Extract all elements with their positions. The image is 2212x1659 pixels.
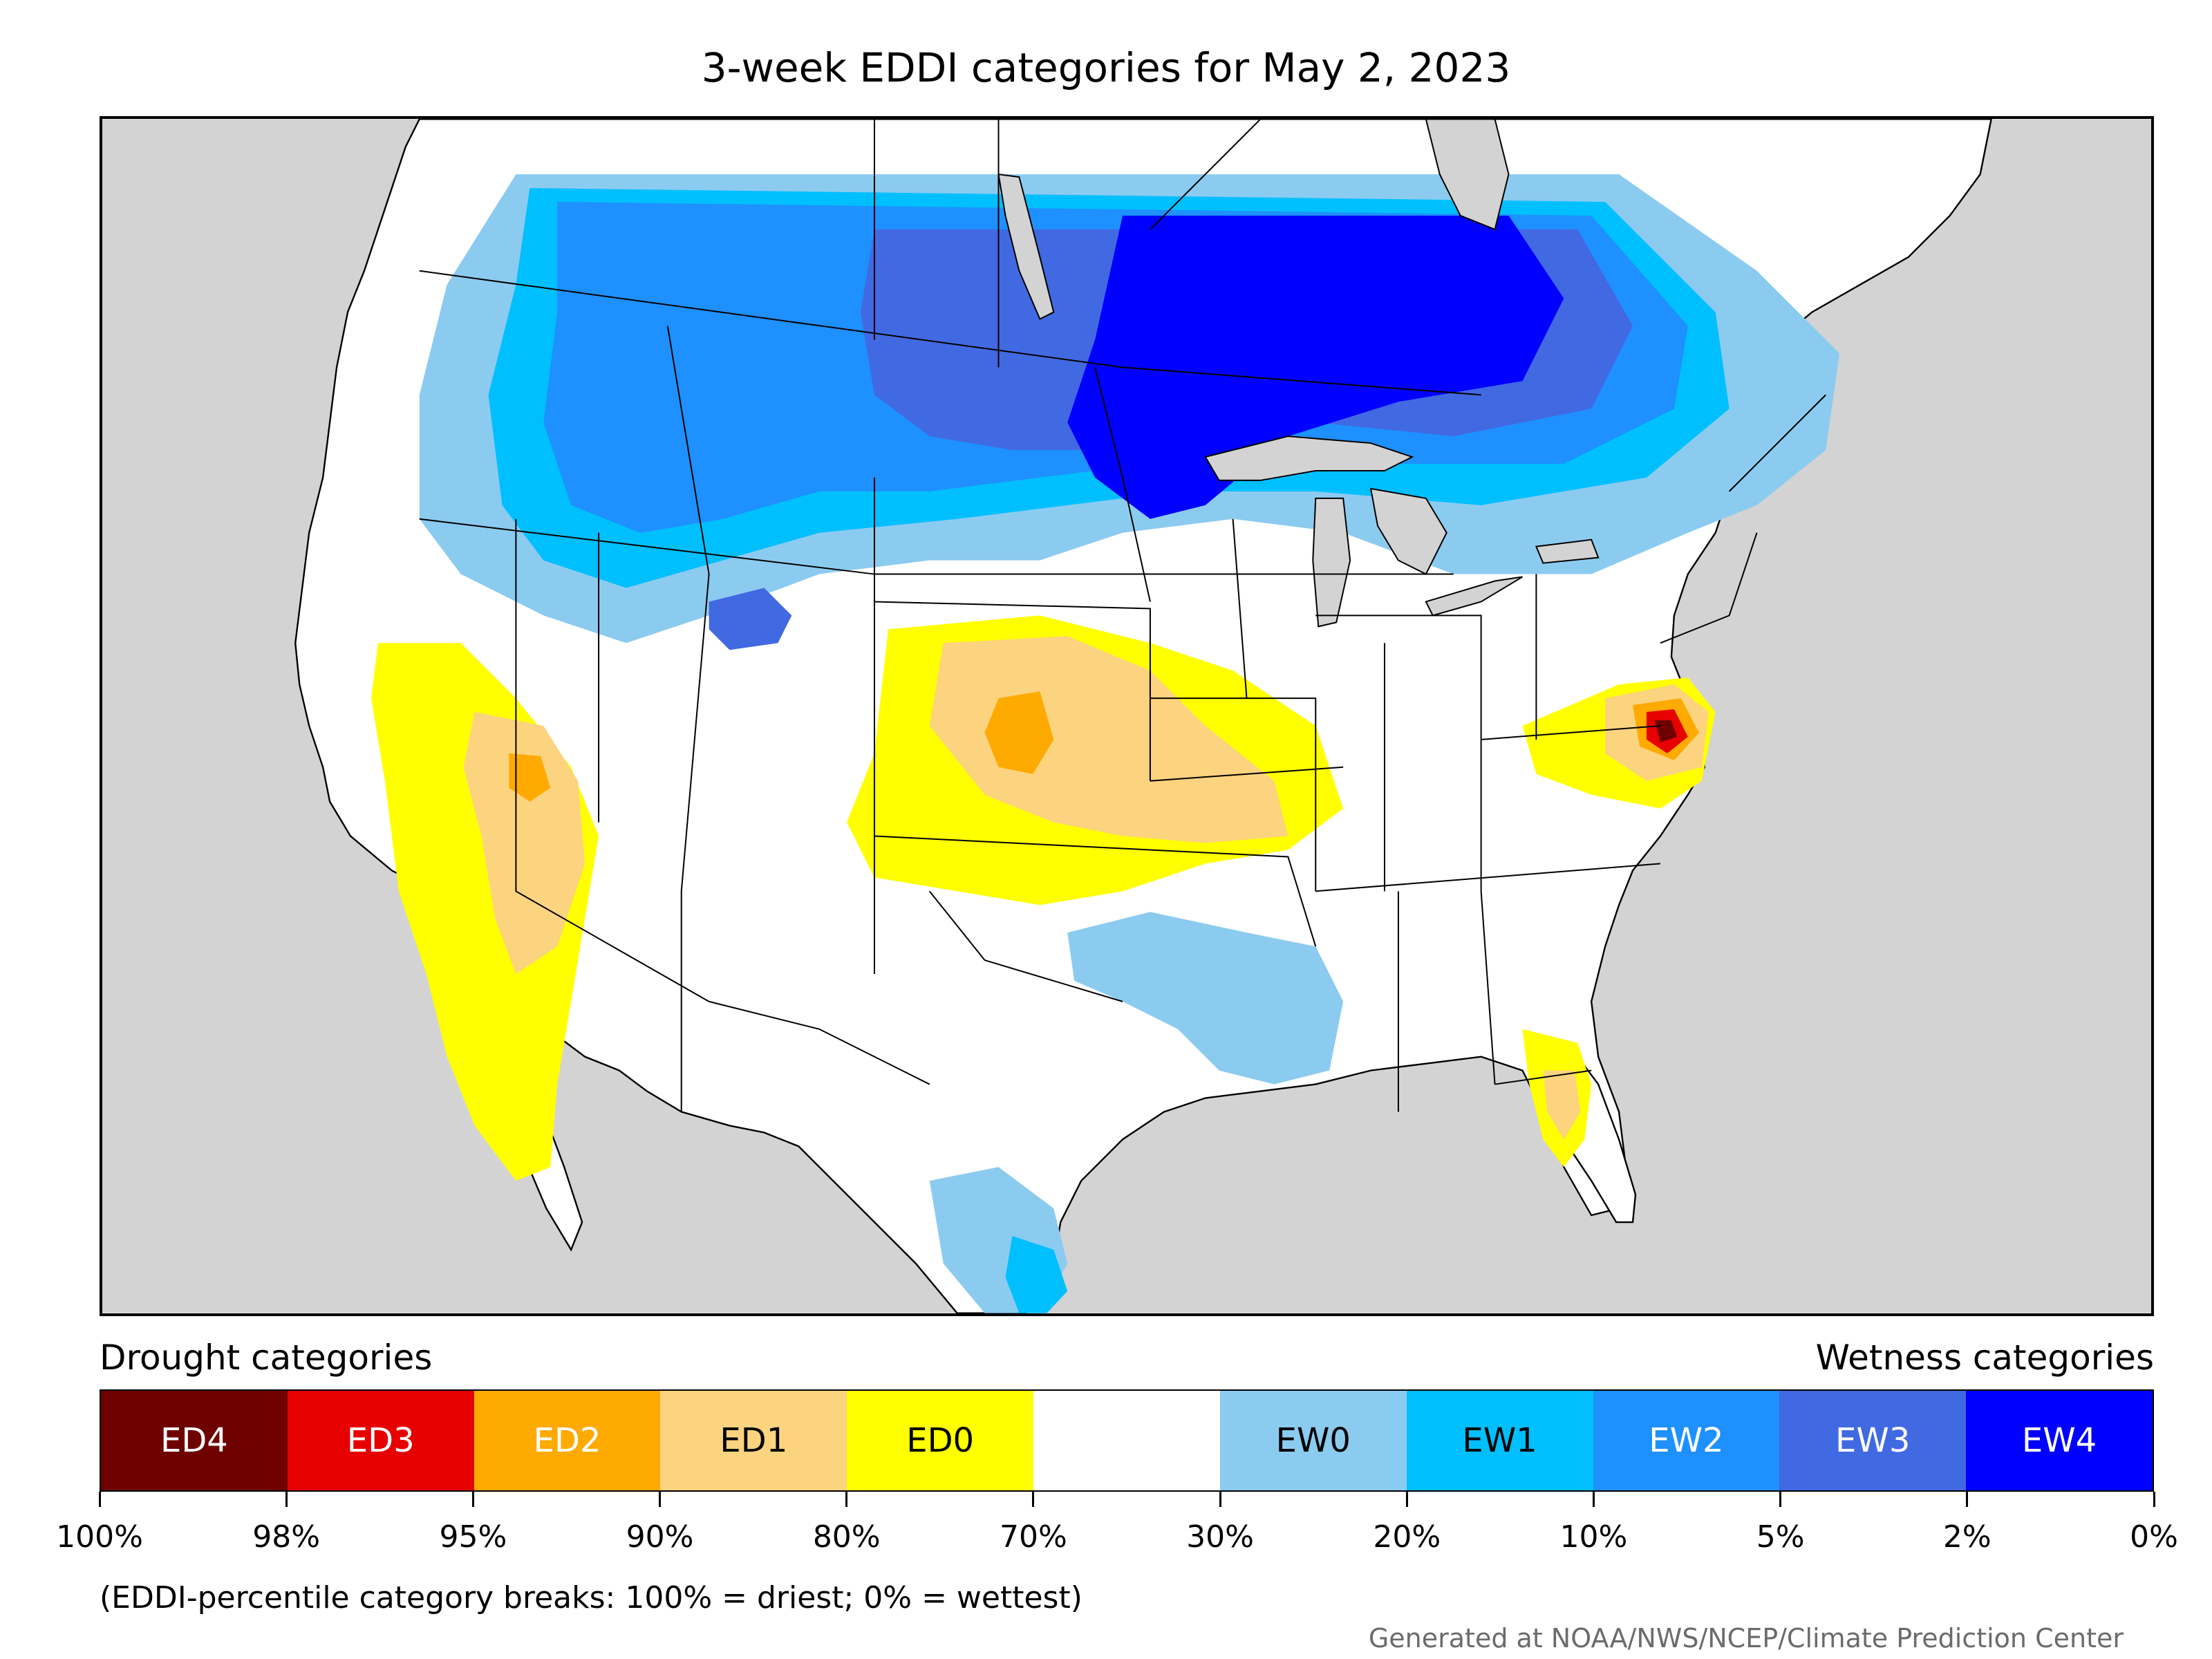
legend-swatch-ew4: EW4 <box>1966 1391 2153 1490</box>
ed1-florida <box>1543 1070 1581 1140</box>
ed1-west <box>463 712 585 974</box>
legend-swatch-ed4: ED4 <box>101 1391 288 1490</box>
category-note: (EDDI-percentile category breaks: 100% =… <box>100 1580 1082 1615</box>
legend-tick-mark <box>2153 1492 2155 1507</box>
legend-tick-mark <box>285 1492 288 1507</box>
legend-tick-mark <box>659 1492 662 1507</box>
legend-tick-label: 70% <box>1000 1519 1067 1555</box>
legend-swatch-ew0: EW0 <box>1219 1391 1407 1490</box>
ed2-west <box>509 753 551 802</box>
legend-tick-label: 80% <box>812 1519 881 1555</box>
ew-texas-core <box>1005 1235 1068 1313</box>
legend-swatch-ed1: ED1 <box>660 1391 847 1490</box>
legend-tick-mark <box>1779 1492 1782 1507</box>
legend-swatch-ew2: EW2 <box>1593 1391 1780 1490</box>
credit-line: Generated at NOAA/NWS/NCEP/Climate Predi… <box>1368 1623 2124 1653</box>
legend-tick-mark <box>471 1492 474 1507</box>
lake-winnipeg <box>997 173 1055 320</box>
lake-erie <box>1425 576 1523 617</box>
ed2-kansas <box>984 691 1054 774</box>
political-boundaries <box>419 119 1826 1112</box>
legend-swatch-ew1: EW1 <box>1406 1391 1593 1490</box>
legend-swatch-ew3: EW3 <box>1779 1391 1967 1490</box>
legend-tick-mark <box>98 1492 101 1507</box>
legend-swatch-ed0: ED0 <box>847 1391 1034 1490</box>
legend-tick-mark <box>1966 1492 1969 1507</box>
ed0-baja <box>453 960 551 1168</box>
legend-tick-mark <box>1405 1492 1408 1507</box>
legend-tick-mark <box>845 1492 848 1507</box>
wetness-heading: Wetness categories <box>1815 1338 2154 1378</box>
map-panel <box>100 116 2154 1316</box>
legend-tick-label: 2% <box>1942 1519 1991 1555</box>
ed1-plains <box>929 636 1288 843</box>
ew4-north <box>1067 215 1564 519</box>
legend-swatch-ed3: ED3 <box>287 1391 474 1490</box>
lake-superior <box>1204 435 1414 481</box>
legend-tick-mark <box>1219 1492 1221 1507</box>
lake-ontario <box>1535 538 1600 564</box>
map-title: 3-week EDDI categories for May 2, 2023 <box>701 44 1511 91</box>
legend-tick-mark <box>1592 1492 1595 1507</box>
legend-tick-label: 90% <box>626 1519 694 1555</box>
legend-tick-label: 95% <box>439 1519 507 1555</box>
eddi-map <box>102 119 2151 1313</box>
ew-southcentral <box>1067 912 1344 1085</box>
legend-tick-label: 10% <box>1559 1519 1628 1555</box>
legend-swatch-normal <box>1033 1391 1220 1490</box>
legend-tick-label: 20% <box>1373 1519 1441 1555</box>
lake-michigan <box>1312 497 1351 628</box>
legend-tick-label: 98% <box>252 1519 321 1555</box>
drought-heading: Drought categories <box>100 1338 433 1378</box>
legend-tick-label: 30% <box>1186 1519 1254 1555</box>
legend-colorbar: ED4 ED3 ED2 ED1 ED0 EW0 EW1 EW2 EW3 EW4 <box>100 1389 2154 1492</box>
ew-utah-wy <box>709 588 792 650</box>
legend-tick-mark <box>1032 1492 1035 1507</box>
legend-tick-label: 100% <box>56 1519 143 1555</box>
legend-tick-label: 5% <box>1756 1519 1805 1555</box>
legend-tick-label: 0% <box>2130 1519 2178 1555</box>
legend-swatch-ed2: ED2 <box>474 1391 661 1490</box>
hudson-bay-edge <box>1425 119 1510 231</box>
